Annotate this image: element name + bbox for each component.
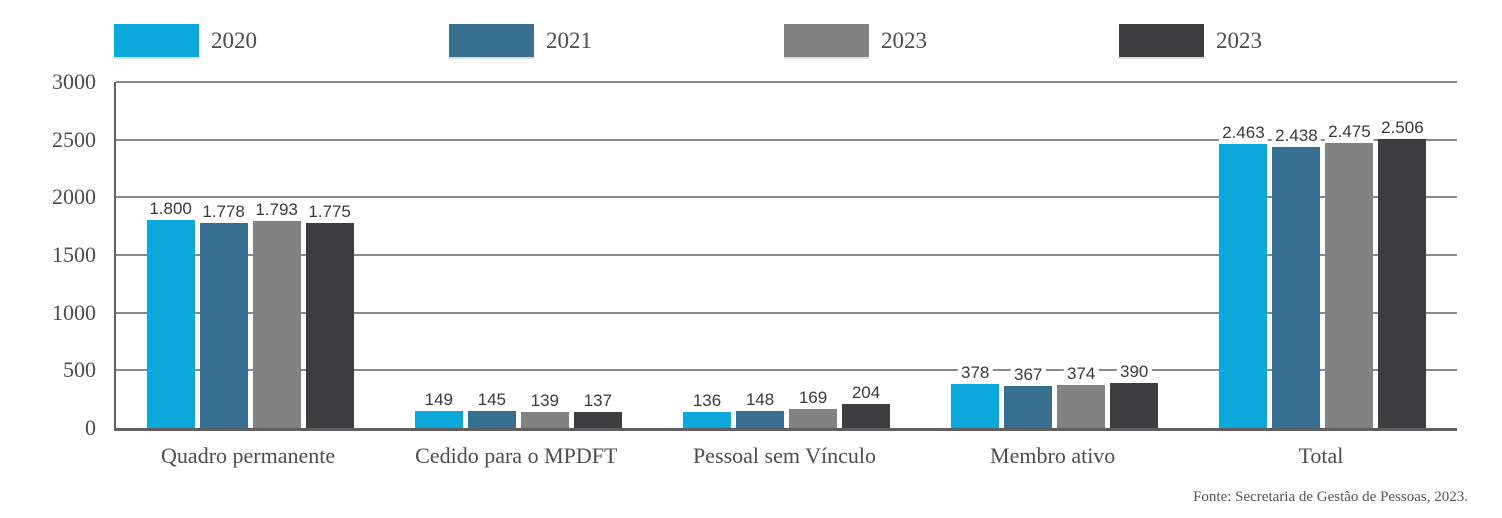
category-label-2: Pessoal sem Vínculo (693, 443, 876, 468)
bar-Total-2020-0 (1219, 143, 1268, 428)
bar-value-label: 374 (1064, 363, 1099, 383)
gridline-500 (116, 369, 1457, 372)
bar-Pessoal sem Vínculo-2023-3 (842, 404, 890, 428)
bar-Quadro permanente-2020-0 (146, 220, 195, 428)
legend-label: 2023 (1216, 28, 1262, 53)
bar-Quadro permanente-2023-3 (305, 223, 354, 428)
bar-value-label: 137 (580, 391, 615, 411)
bar-value-label: 1.793 (252, 200, 301, 220)
plot-area: 1.800 1.778 1.793 1.775 149 145 139 137 136 148 16… (114, 81, 1457, 431)
legend-item-2023-3: 2023 (1119, 24, 1262, 57)
legend-swatch-icon (449, 24, 534, 57)
bar-value-label: 1.800 (146, 199, 195, 219)
bar-value-label: 139 (527, 390, 562, 410)
bar-Pessoal sem Vínculo-2020-0 (683, 412, 731, 428)
bar-value-label: 148 (742, 389, 778, 409)
bar-value-label: 2.463 (1219, 122, 1268, 142)
category-label-3: Membro ativo (990, 443, 1116, 468)
bar-Membro ativo-2023-3 (1110, 383, 1159, 428)
legend-item-2021-1: 2021 (449, 24, 592, 57)
bar-value-label: 169 (795, 387, 831, 407)
y-axis-tick-label: 0 (85, 415, 96, 440)
legend-item-2020-0: 2020 (114, 24, 257, 57)
bar-Total-2023-2 (1325, 142, 1374, 428)
bar-Cedido para o MPDFT-2023-3 (573, 412, 622, 428)
legend-label: 2020 (211, 28, 257, 53)
gridline-1500 (116, 254, 1457, 256)
bar-value-label: 136 (689, 391, 725, 411)
legend-swatch-icon (1119, 24, 1204, 57)
gridline-2000 (116, 196, 1457, 199)
legend-swatch-icon (784, 24, 869, 57)
category-label-1: Cedido para o MPDFT (415, 443, 618, 468)
category-label-4: Total (1298, 443, 1344, 468)
gridline-2500 (116, 138, 1457, 141)
bar-Membro ativo-2020-0 (951, 384, 1000, 428)
bar-value-label: 2.438 (1272, 125, 1321, 145)
gridline-3000 (116, 81, 1457, 83)
bar-value-label: 378 (958, 363, 993, 383)
bar-value-label: 2.475 (1325, 121, 1374, 141)
bar-value-label: 1.775 (305, 202, 354, 222)
bar-Total-2021-1 (1272, 146, 1321, 428)
bar-value-label: 390 (1117, 362, 1152, 382)
bar-Pessoal sem Vínculo-2021-1 (736, 410, 784, 428)
bar-Total-2023-3 (1378, 138, 1427, 428)
bar-value-label: 1.778 (199, 201, 248, 221)
category-label-0: Quadro permanente (161, 443, 336, 468)
y-axis-tick-label: 2000 (52, 184, 96, 210)
bar-Cedido para o MPDFT-2020-0 (414, 410, 463, 428)
bar-value-label: 149 (421, 389, 456, 409)
bar-value-label: 145 (474, 390, 509, 410)
bar-Quadro permanente-2023-2 (252, 221, 301, 428)
y-axis-tick-label: 2500 (52, 126, 96, 152)
y-axis-tick-label: 1000 (52, 299, 96, 325)
bar-Pessoal sem Vínculo-2023-2 (789, 408, 837, 428)
gridline-1000 (116, 311, 1457, 314)
bar-value-label: 367 (1011, 364, 1046, 384)
bar-Cedido para o MPDFT-2023-2 (520, 411, 569, 428)
source-note: Fonte: Secretaria de Gestão de Pessoas, … (1193, 489, 1468, 505)
y-axis-tick-label: 3000 (52, 69, 96, 94)
bar-Quadro permanente-2021-1 (199, 222, 248, 428)
bar-Cedido para o MPDFT-2021-1 (467, 411, 516, 428)
legend-label: 2023 (881, 28, 927, 53)
legend-label: 2021 (546, 28, 592, 53)
legend-swatch-icon (114, 24, 199, 57)
bar-value-label: 2.506 (1378, 117, 1427, 137)
y-axis-tick-label: 1500 (52, 242, 96, 267)
bar-value-label: 204 (848, 383, 884, 403)
bar-Membro ativo-2023-2 (1057, 384, 1106, 428)
bar-Membro ativo-2021-1 (1004, 385, 1053, 428)
y-axis-tick-label: 500 (63, 357, 96, 383)
legend-item-2023-2: 2023 (784, 24, 927, 57)
